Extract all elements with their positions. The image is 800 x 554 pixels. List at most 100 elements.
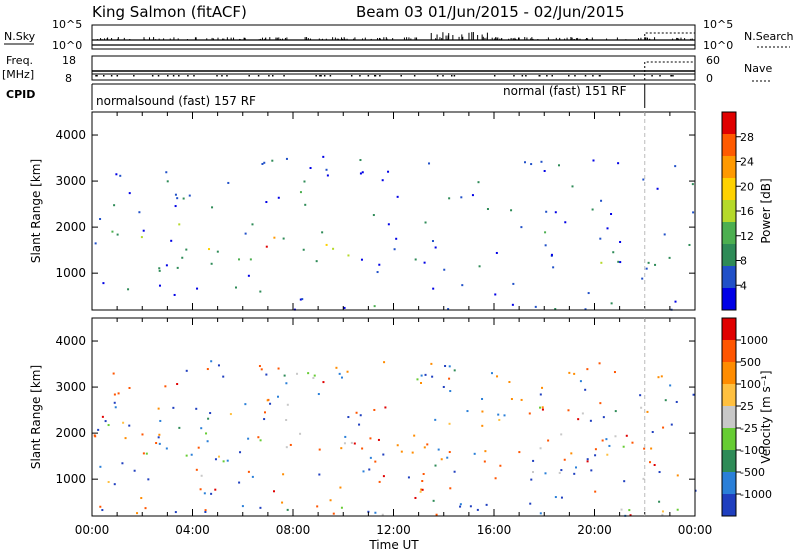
velocity-noise-cell [266,399,269,402]
velocity-noise-cell [335,366,338,369]
velocity-noise-cell [282,473,285,476]
velocity-noise-cell [222,375,225,378]
velocity-noise-cell [508,380,511,383]
velocity-noise-cell [244,403,247,406]
xtick-label: 20:00 [577,523,612,537]
ytick-label: 2000 [55,220,86,234]
velocity-noise-cell [107,481,110,484]
xtick-label: 16:00 [477,523,512,537]
velocity-noise-cell [318,473,321,476]
velocity-noise-cell [113,483,116,486]
velocity-noise-cell [453,470,456,473]
power-noise-cell [668,256,671,259]
velocity-noise-cell [437,448,440,451]
velocity-noise-cell [269,402,272,405]
colorbar-swatch [722,362,736,385]
nave-dot [268,75,270,77]
nave-dot [379,75,381,77]
nave-dot [116,75,119,77]
power-cell [387,223,390,226]
colorbar-swatch [722,134,736,157]
power-data-cells [94,155,695,311]
nsky-tick-top: 10^5 [52,18,82,31]
velocity-noise-cell [384,406,387,409]
power-noise-cell [691,183,694,186]
velocity-noise-cell [289,443,292,446]
ytick-label: 1000 [55,472,86,486]
velocity-noise-cell [606,453,609,456]
velocity-cell [539,406,542,409]
velocity-noise-cell [670,423,673,426]
colorbar-tick-label: 12 [740,230,754,243]
velocity-noise-cell [614,410,617,413]
velocity-noise-cell [368,468,371,471]
velocity-noise-cell [339,486,342,489]
velocity-noise-cell [605,438,608,441]
velocity-noise-cell [432,499,435,502]
velocity-noise-cell [346,370,349,373]
power-cell [249,258,252,261]
colorbar-swatch [722,266,736,289]
velocity-noise-cell [675,400,678,403]
velocity-noise-cell [165,447,168,450]
ytick-label: 2000 [55,426,86,440]
velocity-noise-cell [657,376,660,379]
velocity-noise-cell [347,416,350,419]
power-noise-cell [431,240,434,243]
velocity-cell [581,412,584,415]
freq-series [92,61,695,80]
velocity-noise-cell [218,455,221,458]
power-noise-cell [550,253,553,256]
power-cell [674,300,677,303]
velocity-noise-cell [178,426,181,429]
velocity-noise-cell [104,420,107,423]
power-noise-cell [119,174,122,177]
velocity-noise-cell [241,505,244,508]
colorbar-tick-label: 25 [740,400,754,413]
velocity-noise-cell [584,388,587,391]
velocity-noise-cell [207,417,210,420]
power-cell [641,277,644,280]
nave-dot [367,75,370,77]
xtick-label: 00:00 [678,523,713,537]
power-cell [600,199,603,202]
power-noise-cell [428,162,431,165]
velocity-noise-cell [99,505,102,508]
power-cell [544,231,547,234]
velocity-noise-cell [247,437,250,440]
velocity-noise-cell [660,375,663,378]
velocity-noise-cell [419,490,422,493]
power-cell [396,195,399,198]
nave-dot [442,75,444,77]
nave-dot [584,75,587,77]
velocity-noise-cell [421,488,424,491]
velocity-noise-cell [358,423,361,426]
velocity-noise-cell [649,461,652,464]
velocity-cell [676,508,679,511]
colorbar-swatch [722,406,736,429]
velocity-noise-cell [414,496,417,499]
velocity-cell [299,432,302,435]
velocity-noise-cell [316,505,319,508]
velocity-cell [296,372,299,375]
velocity-noise-cell [158,442,161,445]
power-noise-cell [176,197,179,200]
power-noise-cell [647,261,650,264]
nave-dotted-line [644,61,695,80]
power-cell [477,181,480,184]
xtick-label: 00:00 [75,523,110,537]
velocity-cell [558,471,561,474]
power-noise-cell [277,196,280,199]
velocity-noise-cell [567,409,570,412]
nave-dot [568,75,570,77]
nsky-series [92,32,695,46]
velocity-noise-cell [209,412,212,415]
velocity-noise-cell [481,397,484,400]
freq-tick-bottom: 8 [65,72,72,85]
velocity-cell [307,372,310,375]
power-noise-cell [282,237,285,240]
ytick-label: 4000 [55,334,86,348]
velocity-cell [400,450,403,453]
colorbar-tick-label: 28 [740,131,754,144]
velocity-noise-cell [367,510,370,513]
